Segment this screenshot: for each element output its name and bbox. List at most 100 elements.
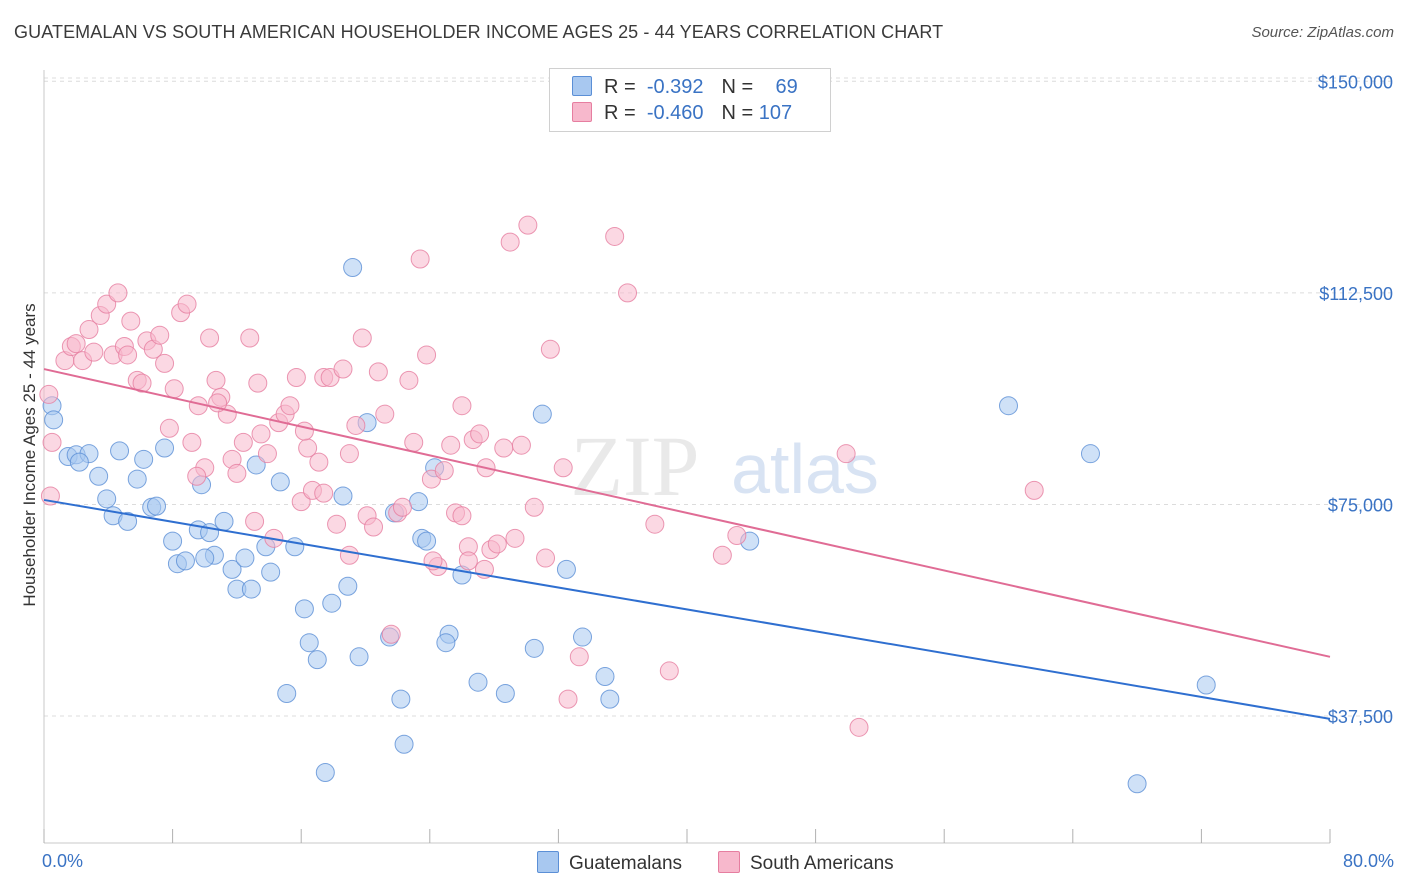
data-point <box>468 672 488 692</box>
data-point <box>327 514 347 534</box>
data-point <box>391 689 411 709</box>
data-point <box>558 689 578 709</box>
data-point <box>246 455 266 475</box>
data-point <box>410 249 430 269</box>
data-point <box>394 734 414 754</box>
r-value: -0.392 <box>646 76 704 98</box>
data-point <box>257 444 277 464</box>
data-point <box>44 410 64 430</box>
data-point <box>245 511 265 531</box>
data-point <box>727 525 747 545</box>
legend-item-guatemalans: Guatemalans <box>537 851 682 875</box>
data-point <box>333 486 353 506</box>
data-point <box>200 328 220 348</box>
data-point <box>159 418 179 438</box>
data-point <box>573 627 593 647</box>
watermark: ZIP atlas <box>571 418 879 514</box>
data-point <box>600 689 620 709</box>
data-point <box>518 215 538 235</box>
data-point <box>712 545 732 565</box>
source-label: Source: ZipAtlas.com <box>1251 24 1394 41</box>
data-point <box>349 647 369 667</box>
data-point <box>487 534 507 554</box>
data-point <box>309 452 329 472</box>
data-point <box>399 370 419 390</box>
grid-lines <box>44 77 1392 717</box>
data-point <box>251 424 271 444</box>
data-point <box>536 548 556 568</box>
data-point <box>392 497 412 517</box>
stats-legend-row-guatemalans: R = -0.392 N = 69 <box>572 76 798 100</box>
legend-swatch-guatemalans <box>572 76 592 96</box>
data-point <box>182 432 202 452</box>
data-point <box>404 432 424 452</box>
watermark-atlas: atlas <box>731 430 879 508</box>
data-point <box>177 294 197 314</box>
r-label: R = <box>604 102 636 124</box>
trend-lines <box>43 368 1331 720</box>
data-point <box>569 647 589 667</box>
data-point <box>240 328 260 348</box>
data-point <box>346 415 366 435</box>
data-point <box>322 593 342 613</box>
data-point <box>127 469 147 489</box>
data-point <box>849 717 869 737</box>
data-point <box>375 404 395 424</box>
data-point <box>999 396 1018 416</box>
data-point <box>155 353 175 373</box>
data-point <box>121 311 141 331</box>
data-point <box>307 650 327 670</box>
legend-swatch-south-americans <box>718 851 740 873</box>
data-point <box>836 444 856 464</box>
data-point <box>89 466 109 486</box>
data-point <box>338 576 358 596</box>
r-label: R = <box>604 76 636 98</box>
data-point <box>261 562 281 582</box>
data-point <box>84 342 104 362</box>
legend-label: South Americans <box>750 853 894 874</box>
data-point <box>175 551 195 571</box>
data-point <box>1127 774 1147 794</box>
legend-swatch-south-americans <box>572 102 592 122</box>
data-point <box>618 283 638 303</box>
data-point <box>524 497 544 517</box>
data-point <box>368 362 388 382</box>
data-point <box>206 370 226 390</box>
data-point <box>1196 675 1216 695</box>
data-point <box>495 683 515 703</box>
data-point <box>452 396 472 416</box>
stats-legend: R = -0.392 N = 69 R = -0.460 N = 107 <box>549 68 831 132</box>
data-point <box>97 294 117 314</box>
data-point <box>286 368 306 388</box>
data-point <box>42 432 62 452</box>
data-point <box>277 683 297 703</box>
data-point <box>540 339 560 359</box>
data-point <box>409 492 429 512</box>
data-point <box>195 548 215 568</box>
data-point <box>417 531 437 551</box>
x-tick-label-max: 80.0% <box>1342 851 1394 871</box>
data-point <box>1080 444 1100 464</box>
data-point <box>494 438 514 458</box>
legend-swatch-guatemalans <box>537 851 559 873</box>
y-tick-label: $112,500 <box>1319 284 1393 304</box>
data-point <box>79 320 99 340</box>
data-point <box>556 559 576 579</box>
data-point <box>118 511 138 531</box>
y-tick-label: $150,000 <box>1318 72 1393 92</box>
data-point <box>150 325 170 345</box>
data-point <box>285 537 305 557</box>
data-point <box>659 661 679 681</box>
data-point <box>235 548 255 568</box>
y-axis-label: Householder Income Ages 25 - 44 years <box>20 303 39 607</box>
data-point <box>500 232 520 252</box>
data-point <box>155 438 175 458</box>
data-point <box>339 545 359 565</box>
data-point <box>381 624 401 644</box>
data-point <box>294 599 314 619</box>
data-point <box>315 762 335 782</box>
data-point <box>108 283 128 303</box>
stats-legend-row-south-americans: R = -0.460 N = 107 <box>572 102 792 126</box>
n-value: 107 <box>758 102 793 124</box>
